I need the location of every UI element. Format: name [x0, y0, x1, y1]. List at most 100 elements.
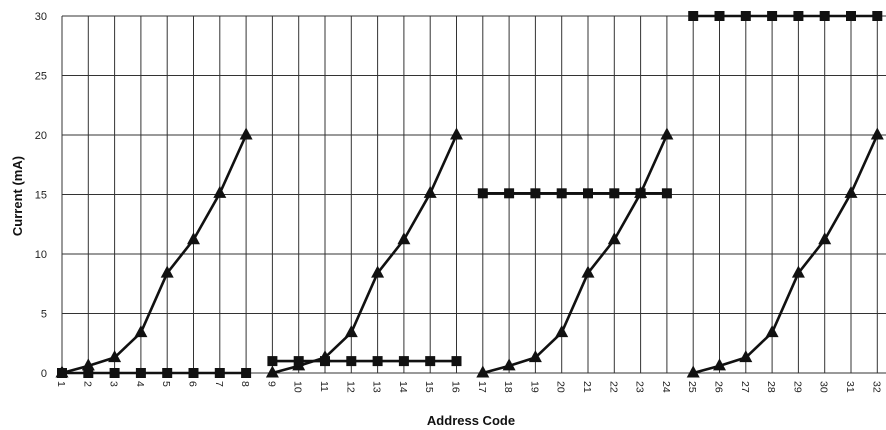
triangle-marker: [239, 127, 253, 140]
x-tick-label: 19: [528, 381, 540, 393]
square-marker: [714, 11, 725, 21]
triangle-marker: [870, 127, 884, 140]
triangle-marker: [555, 325, 569, 338]
x-tick-label: 22: [607, 381, 619, 393]
triangle-marker: [660, 127, 674, 140]
triangle-marker: [713, 358, 726, 371]
square-marker: [635, 188, 646, 199]
triangle-marker: [371, 265, 385, 278]
square-marker: [688, 11, 699, 21]
square-marker: [293, 356, 304, 367]
x-tick-label: 1: [55, 381, 67, 387]
x-tick-label: 25: [686, 381, 698, 393]
triangle-marker: [844, 185, 858, 198]
triangle-marker: [108, 350, 122, 363]
square-marker: [109, 368, 120, 378]
square-marker: [530, 188, 541, 199]
square-marker: [556, 188, 567, 199]
x-tick-label: 18: [502, 381, 514, 393]
x-tick-label: 17: [476, 381, 488, 393]
square-marker: [846, 11, 856, 21]
triangle-marker: [502, 358, 516, 371]
y-tick-label: 15: [35, 190, 47, 202]
square-marker: [872, 11, 883, 21]
square-marker: [346, 356, 357, 367]
x-tick-label: 29: [791, 381, 803, 393]
series-triangle-0: [55, 127, 253, 378]
square-marker: [425, 356, 436, 367]
triangle-marker: [476, 365, 490, 378]
x-tick-label: 26: [713, 381, 725, 393]
x-tick-label: 30: [818, 381, 830, 393]
grid: [61, 15, 886, 374]
x-tick-label: 8: [239, 381, 251, 387]
x-tick-label: 2: [81, 381, 93, 387]
square-marker: [504, 188, 515, 199]
y-tick-label: 25: [35, 71, 47, 83]
x-tick-label: 23: [634, 381, 646, 393]
triangle-marker: [607, 232, 621, 245]
square-marker: [57, 368, 67, 378]
x-tick-label: 32: [870, 381, 882, 393]
x-tick-label: 27: [739, 381, 751, 393]
square-marker: [372, 356, 383, 367]
series-line: [482, 134, 669, 375]
x-tick-label: 5: [160, 381, 172, 387]
x-tick-label: 6: [187, 381, 199, 387]
x-tick-label: 11: [318, 381, 330, 392]
triangle-marker: [686, 365, 700, 378]
x-tick-label: 13: [371, 381, 383, 393]
triangle-marker: [213, 185, 227, 198]
x-tick-label: 31: [844, 381, 856, 393]
x-tick-label: 28: [765, 381, 777, 393]
square-marker: [241, 368, 252, 378]
y-tick-label: 5: [41, 309, 47, 321]
series-triangle-4: [476, 127, 674, 378]
square-marker: [398, 356, 409, 367]
square-marker: [819, 11, 830, 21]
y-tick-label: 20: [35, 130, 47, 142]
square-marker: [740, 11, 751, 21]
triangle-marker: [265, 365, 279, 378]
square-marker: [609, 188, 620, 199]
x-tick-label: 21: [581, 381, 593, 393]
series-square-3: [267, 356, 462, 367]
triangle-marker: [344, 325, 358, 338]
square-marker: [793, 11, 804, 21]
x-tick-label: 20: [555, 381, 567, 393]
square-marker: [188, 368, 199, 378]
x-tick-label: 12: [344, 381, 356, 393]
triangle-marker: [739, 350, 753, 363]
triangle-marker: [818, 232, 832, 245]
series-line: [692, 134, 879, 375]
series-triangle-6: [686, 127, 884, 378]
x-tick-label: 16: [450, 381, 462, 393]
triangle-marker: [81, 358, 95, 371]
square-marker: [451, 356, 462, 367]
x-tick-label: 7: [213, 381, 225, 387]
triangle-marker: [791, 265, 805, 278]
y-tick-label: 10: [35, 249, 47, 261]
square-marker: [320, 356, 330, 367]
square-marker: [267, 356, 278, 367]
square-marker: [661, 188, 672, 199]
square-marker: [162, 368, 173, 378]
triangle-marker: [134, 325, 148, 338]
square-marker: [583, 188, 593, 199]
series: [55, 11, 884, 378]
x-tick-label: 15: [423, 381, 435, 393]
square-marker: [83, 368, 94, 378]
y-tick-label: 0: [41, 368, 47, 380]
y-axis-title: Current (mA): [10, 156, 25, 236]
triangle-marker: [581, 265, 595, 278]
square-marker: [767, 11, 778, 21]
square-marker: [477, 188, 488, 199]
series-square-1: [57, 368, 252, 378]
series-triangle-2: [265, 127, 463, 378]
x-tick-label: 3: [108, 381, 120, 387]
x-tick-label: 24: [660, 381, 672, 393]
x-axis-ticks: 1 2 3 4 5 6 7 8 9 10 11 12 13 14 15 16 17 18 19 20 21 22 23 24 2…: [55, 381, 882, 393]
triangle-marker: [450, 127, 463, 140]
x-tick-label: 10: [292, 381, 304, 393]
